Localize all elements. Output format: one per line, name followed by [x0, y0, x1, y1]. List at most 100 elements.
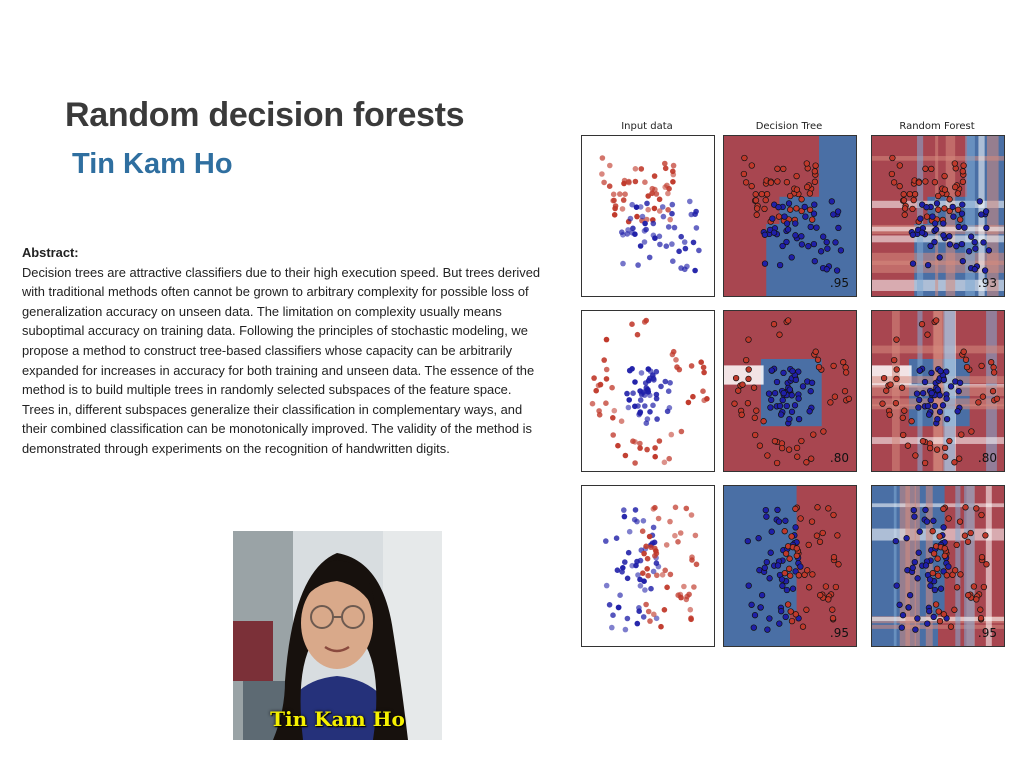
blue-data-point: [791, 402, 799, 409]
abstract-line: generalization accuracy on unseen data. …: [22, 303, 502, 319]
blue-data-point: [799, 383, 807, 390]
blue-data-point: [923, 204, 930, 211]
red-data-point: [760, 418, 767, 425]
blue-data-point: [613, 535, 620, 541]
blue-data-point: [696, 247, 702, 254]
blue-data-point: [903, 535, 910, 542]
blue-data-point: [934, 415, 941, 423]
red-data-point: [811, 178, 819, 185]
blue-data-point: [635, 572, 641, 578]
red-data-point: [951, 160, 958, 167]
decision-region: [872, 404, 1004, 410]
red-data-point: [935, 192, 942, 200]
blue-data-point: [978, 211, 985, 218]
blue-data-point: [647, 368, 654, 374]
red-data-point: [645, 193, 651, 199]
blue-data-point: [823, 266, 830, 273]
red-data-point: [968, 428, 975, 435]
red-data-point: [644, 566, 650, 572]
blue-data-point: [777, 411, 785, 418]
scatter-plot: [599, 155, 702, 274]
red-data-point: [793, 545, 800, 552]
red-data-point: [978, 511, 985, 519]
red-data-point: [911, 191, 919, 198]
red-data-point: [990, 364, 997, 371]
red-data-point: [899, 414, 906, 421]
blue-data-point: [937, 585, 945, 592]
red-data-point: [893, 336, 900, 343]
red-data-point: [953, 541, 960, 549]
blue-data-point: [914, 575, 921, 582]
blue-data-point: [924, 261, 932, 269]
blue-data-point: [835, 224, 842, 232]
blue-data-point: [946, 233, 953, 240]
red-data-point: [817, 592, 824, 599]
blue-data-point: [955, 388, 962, 395]
blue-data-point: [909, 564, 916, 571]
decision-region: [899, 486, 910, 646]
red-data-point: [687, 606, 694, 613]
blue-data-point: [958, 210, 966, 217]
blue-data-point: [893, 582, 900, 589]
blue-data-point: [830, 211, 837, 218]
blue-data-point: [919, 390, 927, 397]
blue-data-point: [650, 402, 656, 409]
red-data-point: [792, 611, 799, 618]
red-data-point: [941, 444, 949, 452]
blue-data-point: [630, 390, 636, 396]
red-data-point: [893, 366, 900, 373]
red-data-point: [898, 384, 906, 391]
blue-data-point: [636, 608, 642, 614]
blue-data-point: [771, 390, 779, 397]
red-data-point: [626, 179, 632, 186]
red-data-point: [670, 348, 677, 355]
red-data-point: [622, 452, 629, 459]
red-data-point: [973, 596, 980, 603]
red-data-point: [841, 388, 849, 395]
blue-data-point: [927, 582, 934, 589]
blue-data-point: [670, 258, 676, 264]
red-data-point: [750, 384, 758, 391]
blue-data-point: [765, 390, 773, 397]
red-data-point: [667, 216, 673, 223]
blue-data-point: [922, 562, 930, 569]
red-data-point: [645, 206, 651, 213]
red-data-point: [973, 505, 980, 512]
red-data-point: [936, 533, 943, 540]
red-data-point: [819, 529, 826, 537]
red-data-point: [956, 455, 963, 462]
blue-data-point: [761, 564, 768, 571]
decision-region: [935, 136, 939, 296]
red-data-point: [685, 399, 692, 406]
blue-data-point: [768, 367, 775, 374]
blue-data-point: [662, 378, 669, 385]
blue-data-point: [912, 626, 919, 633]
abstract-label: Abstract:: [22, 245, 79, 260]
blue-data-point: [985, 247, 993, 254]
blue-data-point: [909, 231, 917, 238]
blue-data-point: [748, 601, 755, 608]
blue-data-point: [775, 518, 783, 525]
blue-data-point: [931, 586, 939, 594]
blue-data-point: [945, 563, 952, 570]
blue-data-point: [637, 583, 644, 589]
blue-data-point: [766, 575, 773, 582]
blue-data-point: [926, 576, 934, 583]
red-data-point: [637, 440, 643, 447]
red-data-point: [822, 583, 830, 590]
blue-data-point: [896, 601, 903, 608]
input-data-panel: [581, 135, 715, 297]
blue-data-point: [972, 245, 979, 252]
red-data-point: [752, 431, 759, 439]
red-data-point: [783, 179, 791, 186]
red-data-point: [615, 442, 621, 449]
blue-data-point: [614, 567, 621, 573]
blue-data-point: [609, 624, 615, 631]
abstract-line: demonstrated through experiments on the …: [22, 440, 450, 456]
red-data-point: [825, 505, 832, 512]
scatter-plot: [724, 486, 856, 646]
blue-data-point: [927, 242, 934, 250]
red-data-point: [803, 606, 810, 613]
blue-data-point: [617, 592, 623, 598]
red-data-point: [936, 617, 944, 625]
